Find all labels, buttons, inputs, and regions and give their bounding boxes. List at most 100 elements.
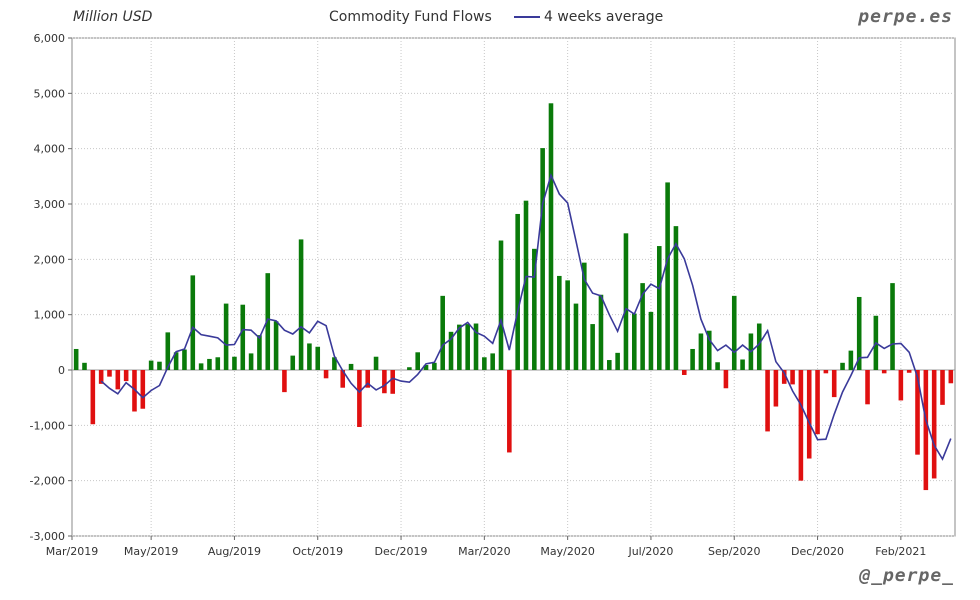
flow-bar	[906, 370, 912, 373]
flow-bar	[340, 370, 346, 388]
flow-bar	[407, 367, 412, 370]
flow-bar	[640, 283, 645, 370]
flow-bar	[373, 356, 379, 370]
flow-bar	[865, 370, 870, 405]
x-tick-label: Dec/2019	[375, 545, 428, 558]
flow-bar	[415, 352, 420, 370]
flow-bar	[440, 295, 445, 370]
legend-line-swatch	[514, 16, 540, 18]
flow-bar	[157, 361, 162, 370]
flow-bar	[390, 370, 396, 394]
flow-bar	[432, 362, 437, 370]
flow-bar	[107, 370, 112, 377]
brand-watermark-top: perpe.es	[858, 6, 953, 27]
flow-bar	[731, 295, 737, 370]
flow-bar	[740, 359, 745, 370]
flow-bar	[498, 240, 504, 370]
flow-bar	[831, 370, 837, 398]
flow-bar	[573, 303, 579, 370]
flow-bar	[515, 213, 520, 370]
y-tick-label: 6,000	[34, 32, 66, 45]
x-tick-label: Feb/2021	[875, 545, 926, 558]
flow-bar	[207, 358, 212, 370]
flow-bar	[648, 311, 654, 370]
flow-bar	[198, 363, 204, 370]
x-tick-label: Mar/2020	[458, 545, 510, 558]
flow-bar	[856, 296, 862, 370]
flow-bar	[307, 343, 312, 370]
y-tick-label: -1,000	[30, 419, 65, 432]
x-tick-label: Sep/2020	[708, 545, 760, 558]
flow-bar	[848, 350, 854, 370]
flow-bar	[548, 103, 554, 370]
flow-bar	[890, 283, 895, 370]
average-line	[100, 172, 952, 461]
y-tick-label: -3,000	[30, 530, 65, 543]
flow-bar	[223, 303, 229, 370]
flow-bar	[473, 323, 479, 370]
flow-bar	[698, 333, 704, 370]
flow-bar	[940, 370, 945, 405]
flow-bar	[82, 362, 87, 370]
flow-bar	[448, 331, 454, 370]
flow-bar	[248, 353, 254, 370]
flow-bar	[665, 182, 670, 370]
y-tick-label: 5,000	[34, 87, 66, 100]
flow-bar	[365, 370, 371, 388]
flow-bar	[582, 262, 587, 370]
flow-bar	[182, 349, 187, 370]
flow-bar	[290, 355, 296, 370]
flow-bar	[165, 332, 171, 370]
flow-bar	[590, 324, 595, 370]
x-tick-label: Jul/2020	[627, 545, 673, 558]
x-tick-label: Dec/2020	[791, 545, 844, 558]
flow-bar	[190, 275, 196, 370]
flow-bar	[232, 356, 237, 370]
flow-bar	[706, 330, 712, 370]
flow-bar	[815, 370, 820, 435]
flow-bar	[557, 275, 562, 370]
flow-bar	[282, 370, 287, 393]
flow-bar	[756, 323, 762, 370]
flow-bar	[332, 357, 337, 370]
flow-bar	[73, 348, 79, 370]
flow-bar	[615, 352, 620, 370]
flow-bar	[315, 346, 321, 370]
flow-bar	[457, 324, 462, 370]
flow-bar	[673, 226, 679, 370]
y-tick-label: 1,000	[34, 309, 66, 322]
y-tick-label: 0	[58, 364, 65, 377]
flow-bar	[273, 321, 279, 370]
brand-watermark-bottom: @_perpe_	[859, 565, 954, 586]
flow-bar	[790, 370, 795, 385]
flow-bar	[806, 370, 812, 459]
flow-bar	[148, 360, 154, 370]
flow-bar	[115, 370, 121, 390]
flow-bar	[298, 239, 304, 370]
flow-bar	[631, 313, 637, 370]
flow-bar	[948, 370, 954, 384]
plot-area	[71, 37, 956, 537]
flow-bar	[923, 370, 929, 491]
flow-bar	[715, 362, 720, 370]
flow-bar	[132, 370, 137, 412]
flow-bar	[823, 370, 829, 374]
flow-bar	[840, 362, 845, 370]
x-tick-label: Mar/2019	[46, 545, 98, 558]
flow-bar	[240, 304, 246, 370]
flow-bar	[690, 348, 695, 370]
flow-bar	[915, 370, 920, 455]
flow-bar	[357, 370, 362, 427]
flow-bar	[90, 370, 96, 425]
flow-bar	[798, 370, 804, 481]
flow-bar	[123, 370, 129, 382]
flow-bar	[565, 280, 570, 370]
flow-bar	[465, 324, 470, 370]
flow-bar	[265, 273, 271, 370]
flow-bar	[781, 370, 787, 384]
y-tick-label: 3,000	[34, 198, 66, 211]
flow-bar	[607, 360, 612, 370]
flow-bar	[881, 370, 887, 374]
x-tick-label: May/2020	[540, 545, 594, 558]
